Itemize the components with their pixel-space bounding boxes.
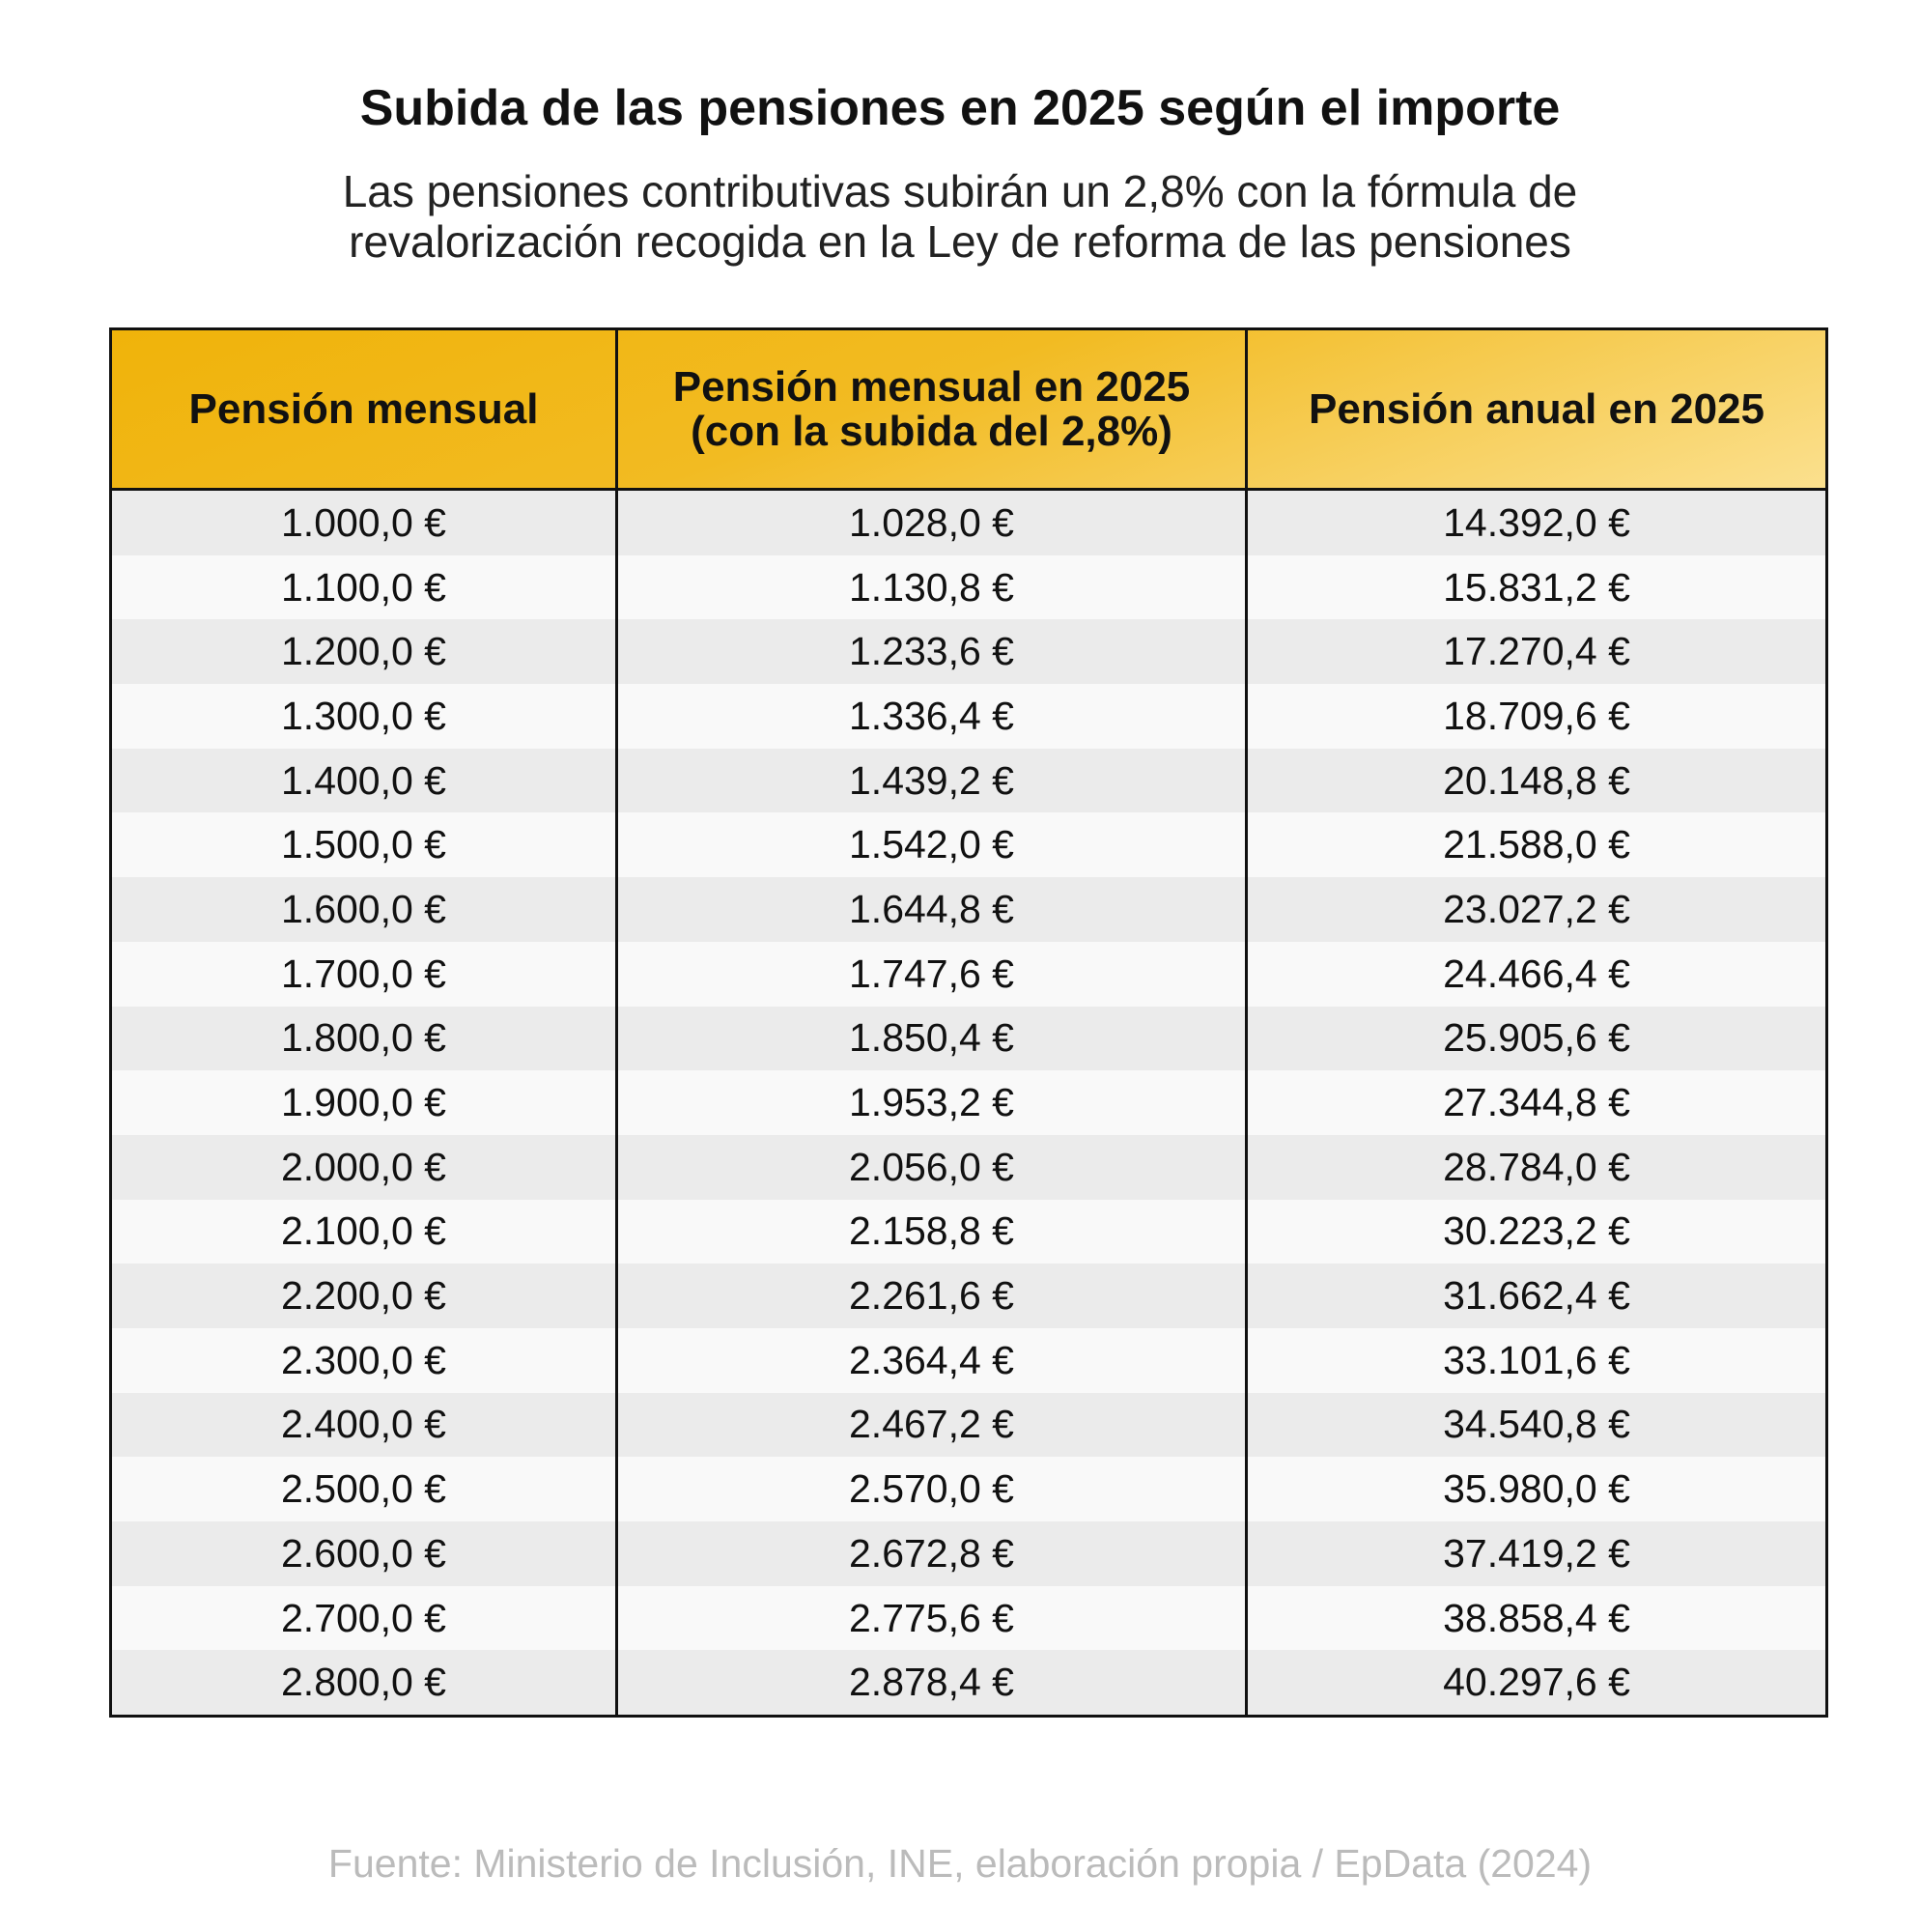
table-row: 1.300,0 €1.336,4 € 18.709,6 € [112, 684, 1825, 749]
table-cell: 2.300,0 € [112, 1327, 618, 1393]
table-cell: 2.364,4 € [618, 1327, 1248, 1393]
column-header-line: Pensión mensual [188, 384, 539, 433]
table-cell: 2.878,4 € [618, 1650, 1248, 1716]
table-cell: 21.588,0 € [1443, 822, 1630, 867]
table-cell: 2.570,0 € [618, 1457, 1248, 1521]
source: Fuente: Ministerio de Inclusión, INE, el… [327, 1841, 1593, 1886]
table-cell: 1.700,0 € [112, 941, 618, 1007]
table-cell: 1.800,0 € [112, 1006, 618, 1071]
table-cell: 31.662,4 € [1443, 1273, 1630, 1319]
table-cell: 2.056,0 € [618, 1134, 1248, 1200]
table-cell: 2.700,0 € [112, 1585, 618, 1651]
table-cell: 35.980,0 € [1443, 1466, 1630, 1512]
table-cell: 1.644,8 € [618, 877, 1248, 942]
table-cell: 1.233,6 € [618, 619, 1248, 685]
table-cell: 2.100,0 € [112, 1199, 618, 1264]
table-cell: 1.200,0 € [112, 619, 618, 685]
header-row: Pensión mensual Pensión mensual en 2025 (c… [112, 330, 1825, 491]
table-cell: 25.905,6 € [1443, 1015, 1630, 1061]
table-cell: 1.850,4 € [618, 1006, 1248, 1071]
table-cell: 18.709,6 € [1443, 693, 1630, 738]
table-cell: 30.223,2 € [1443, 1208, 1630, 1254]
table-cell: 1.000,0 € [112, 491, 618, 555]
table-cell: 2.200,0 € [112, 1264, 618, 1328]
table-cell: 40.297,6 € [1443, 1660, 1630, 1705]
column-header-line: Pensión mensual en 2025 [672, 362, 1191, 411]
table-cell: 2.000,0 € [112, 1134, 618, 1200]
table-cell: 1.747,6 € [618, 941, 1248, 1007]
table-cell: 1.100,0 € [112, 554, 618, 620]
table-row: 2.000,0 €2.056,0 € 28.784,0 € [112, 1134, 1825, 1200]
table-row: 1.800,0 €1.850,4 € 25.905,6 € [112, 1006, 1825, 1071]
column-header-line: (con la subida del 2,8%) [691, 407, 1172, 455]
table-cell: 24.466,4 € [1443, 951, 1630, 996]
table-row: 1.200,0 €1.233,6 € 17.270,4 € [112, 619, 1825, 685]
table-cell: 33.101,6 € [1443, 1337, 1630, 1382]
table-row: 1.100,0 €1.130,8 € 15.831,2 € [112, 554, 1825, 620]
table-row: 2.400,0 €2.467,2 € 34.540,8 € [112, 1392, 1825, 1458]
column-header: Pensión mensual en 2025 (con la subida de… [618, 330, 1248, 488]
table-row: 1.500,0 €1.542,0 € 21.588,0 € [112, 812, 1825, 878]
table-cell: 38.858,4 € [1443, 1595, 1630, 1640]
table-cell: 1.600,0 € [112, 877, 618, 942]
table-cell: 2.672,8 € [618, 1521, 1248, 1586]
table-cell: 1.953,2 € [618, 1070, 1248, 1135]
table-cell: 17.270,4 € [1443, 629, 1630, 674]
table-cell: 2.775,6 € [618, 1585, 1248, 1651]
table-row: 1.600,0 €1.644,8 € 23.027,2 € [112, 877, 1825, 942]
table-cell: 37.419,2 € [1443, 1530, 1630, 1576]
table-cell: 2.500,0 € [112, 1457, 618, 1521]
table-cell: 34.540,8 € [1443, 1402, 1630, 1447]
table-cell: 15.831,2 € [1443, 564, 1630, 610]
table-cell: 14.392,0 € [1443, 499, 1630, 545]
table-row: 1.400,0 €1.439,2 € 20.148,8 € [112, 748, 1825, 813]
subtitle-line: revalorización recogida en la Ley de ref… [349, 216, 1571, 267]
table-cell: 28.784,0 € [1443, 1144, 1630, 1189]
table-row: 2.300,0 €2.364,4 € 33.101,6 € [112, 1327, 1825, 1393]
table: Pensión mensual Pensión mensual en 2025 (c… [109, 327, 1828, 1719]
table-cell: 1.500,0 € [112, 812, 618, 878]
subtitle-line: Las pensiones contributivas subirán un 2… [342, 166, 1578, 216]
table-cell: 2.261,6 € [618, 1264, 1248, 1328]
table-cell: 27.344,8 € [1443, 1080, 1630, 1125]
table-row: 2.600,0 €2.672,8 € 37.419,2 € [112, 1521, 1825, 1586]
table-row: 2.700,0 €2.775,6 € 38.858,4 € [112, 1585, 1825, 1651]
table-row: 2.500,0 €2.570,0 € 35.980,0 € [112, 1457, 1825, 1521]
table-row: 1.900,0 €1.953,2 € 27.344,8 € [112, 1070, 1825, 1135]
table-row: 1.000,0 €1.028,0 € 14.392,0 € [112, 491, 1825, 555]
table-cell: 1.400,0 € [112, 748, 618, 813]
title: Subida de las pensiones en 2025 según el… [359, 80, 1561, 136]
table-cell: 20.148,8 € [1443, 757, 1630, 803]
table-cell: 1.028,0 € [618, 491, 1248, 555]
column-header: Pensión mensual [112, 330, 618, 488]
table-cell: 2.800,0 € [112, 1650, 618, 1716]
column-header: Pensión anual en 2025 [1248, 330, 1825, 488]
table-cell: 23.027,2 € [1443, 886, 1630, 931]
table-cell: 1.130,8 € [618, 554, 1248, 620]
table-cell: 1.542,0 € [618, 812, 1248, 878]
table-cell: 2.467,2 € [618, 1392, 1248, 1458]
table-row: 2.200,0 €2.261,6 € 31.662,4 € [112, 1264, 1825, 1328]
table-cell: 1.300,0 € [112, 684, 618, 749]
table-cell: 1.439,2 € [618, 748, 1248, 813]
table-cell: 1.900,0 € [112, 1070, 618, 1135]
table-row: 2.800,0 €2.878,4 € 40.297,6 € [112, 1650, 1825, 1716]
table-cell: 2.600,0 € [112, 1521, 618, 1586]
column-header-line: Pensión anual en 2025 [1309, 384, 1765, 433]
table-cell: 1.336,4 € [618, 684, 1248, 749]
subtitle: Las pensiones contributivas subirán un 2… [0, 166, 1920, 267]
table-row: 1.700,0 €1.747,6 € 24.466,4 € [112, 941, 1825, 1007]
table-cell: 2.158,8 € [618, 1199, 1248, 1264]
table-cell: 2.400,0 € [112, 1392, 618, 1458]
table-row: 2.100,0 €2.158,8 € 30.223,2 € [112, 1199, 1825, 1264]
